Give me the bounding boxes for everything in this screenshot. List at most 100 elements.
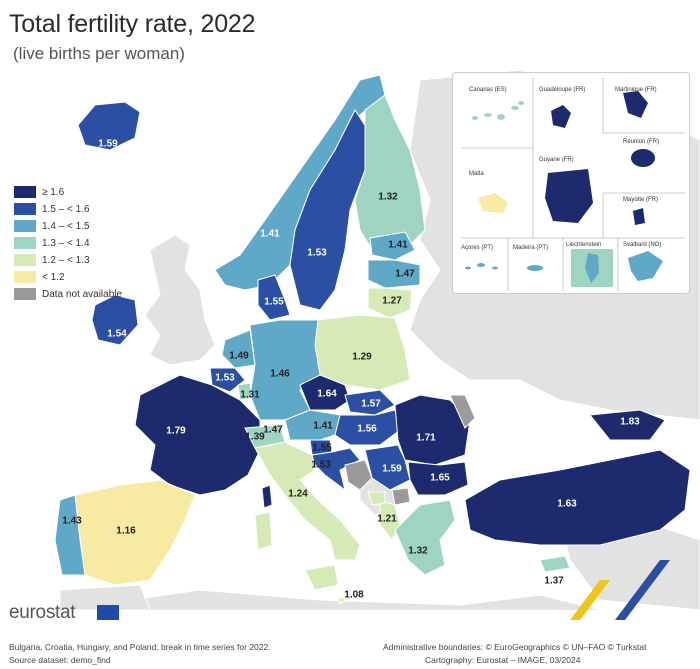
legend-label: 1.5 – < 1.6 (42, 203, 90, 215)
label-italy: 1.24 (288, 488, 308, 500)
label-malta: 1.08 (344, 589, 364, 601)
inset-acores-shapes (465, 263, 498, 270)
country-georgia (589, 409, 666, 441)
label-portugal: 1.43 (62, 515, 82, 527)
label-switzerland: 1.39 (245, 431, 265, 443)
page-title: Total fertility rate, 2022 (9, 10, 256, 38)
label-romania: 1.71 (416, 432, 436, 444)
label-poland: 1.29 (352, 351, 372, 363)
legend-label: Data not available (42, 288, 123, 300)
label-bulgaria: 1.65 (430, 472, 450, 484)
inset-label-mayotte: Mayotte (FR) (623, 197, 659, 203)
legend-swatch (14, 203, 36, 215)
label-serbia: 1.59 (382, 463, 402, 475)
label-lithuania: 1.27 (382, 295, 402, 307)
country-ireland (91, 294, 139, 346)
legend-label: 1.2 – < 1.3 (42, 254, 90, 266)
country-italy (254, 441, 361, 561)
inset-guyane-shape (545, 169, 593, 223)
legend-swatch (14, 220, 36, 232)
country-france (134, 374, 261, 496)
label-denmark: 1.55 (264, 296, 284, 308)
country-finland (354, 94, 426, 256)
label-latvia: 1.47 (395, 268, 415, 280)
inset-label-malta: Malta (469, 171, 484, 177)
country-bulgaria (407, 461, 469, 496)
legend-swatch (14, 254, 36, 266)
inset-label-acores: Açores (PT) (461, 245, 494, 251)
country-denmark (257, 274, 291, 321)
label-georgia: 1.83 (620, 416, 640, 428)
country-moldova (449, 394, 476, 429)
inset-label-madeira: Madeira (PT) (513, 245, 549, 251)
credit-cartography: Cartography: Eurostat – IMAGE, 03/2024 (425, 655, 581, 665)
legend-swatch (14, 186, 36, 198)
eurostat-logo-text: eurostat (9, 602, 76, 623)
label-sweden: 1.53 (307, 247, 327, 259)
footnote-source: Source dataset: demo_find (9, 655, 111, 665)
country-shapes (54, 74, 691, 604)
legend-label: ≥ 1.6 (42, 186, 65, 198)
label-norway: 1.41 (260, 228, 280, 240)
island-corsica (261, 484, 273, 509)
legend-label: 1.4 – < 1.5 (42, 220, 90, 232)
region-morocco (59, 584, 151, 610)
label-czechia: 1.64 (317, 388, 337, 400)
country-cyprus (539, 555, 571, 573)
inset-label-guadeloupe: Guadeloupe (FR) (539, 87, 586, 93)
country-malta (337, 596, 346, 604)
country-luxembourg (237, 382, 253, 401)
country-turkey (464, 449, 691, 546)
inset-label-guyane: Guyane (FR) (539, 157, 574, 163)
inset-label-martinique: Martinique (FR) (615, 87, 657, 93)
legend-label: 1.3 – < 1.4 (42, 237, 90, 249)
country-portugal (54, 494, 86, 576)
legend-item: 1.5 – < 1.6 (14, 201, 122, 217)
inset-svg (461, 78, 685, 291)
label-slovakia: 1.57 (361, 398, 381, 410)
country-slovakia (344, 389, 396, 416)
inset-canarias-shapes (472, 101, 524, 120)
inset-guadeloupe-shape (551, 105, 571, 128)
label-slovenia: 1.55 (312, 442, 332, 454)
footnote-break: Bulgaria, Croatia, Hungary, and Poland: … (9, 642, 271, 652)
label-ireland: 1.54 (107, 328, 127, 340)
country-estonia (369, 231, 416, 261)
label-belgium: 1.53 (215, 372, 235, 384)
country-iceland (77, 101, 141, 151)
inset-label-liechtenstein: Liechtenstein (566, 242, 602, 248)
legend-item: 1.2 – < 1.3 (14, 252, 122, 268)
inset-reunion-shape (631, 149, 655, 167)
label-germany: 1.46 (270, 368, 290, 380)
legend-swatch (14, 271, 36, 283)
island-sardinia (254, 511, 273, 551)
legend-swatch (14, 237, 36, 249)
legend-swatch (14, 288, 36, 300)
label-albania: 1.21 (377, 513, 397, 525)
country-kosovo (391, 487, 411, 506)
inset-liechtenstein-shape (585, 253, 599, 283)
label-austria: 1.41 (313, 420, 333, 432)
label-liechtenstein: 1.47 (263, 424, 283, 436)
country-lithuania (367, 287, 413, 319)
inset-martinique-shape (623, 91, 648, 118)
page-subtitle: (live births per woman) (13, 44, 185, 63)
label-spain: 1.16 (116, 525, 136, 537)
inset-label-svalbard: Svalbard (NO) (623, 242, 662, 248)
inset-mayotte-shape (633, 208, 645, 225)
country-belgium (209, 367, 246, 393)
inset-madeira-shape (527, 265, 543, 271)
corner-logo-mark (570, 560, 670, 620)
country-romania (394, 394, 471, 466)
region-africa (59, 589, 700, 610)
legend-item: Data not available (14, 286, 122, 302)
inset-label-reunion: Réunion (FR) (623, 139, 660, 145)
inset-label-canarias: Canarias (ES) (469, 87, 507, 93)
label-netherlands: 1.49 (229, 350, 249, 362)
legend-item: 1.4 – < 1.5 (14, 218, 122, 234)
label-greece: 1.32 (408, 545, 428, 557)
island-sicily (304, 564, 339, 591)
country-latvia (367, 259, 421, 289)
label-finland: 1.32 (378, 191, 398, 203)
label-cyprus: 1.37 (544, 575, 564, 587)
